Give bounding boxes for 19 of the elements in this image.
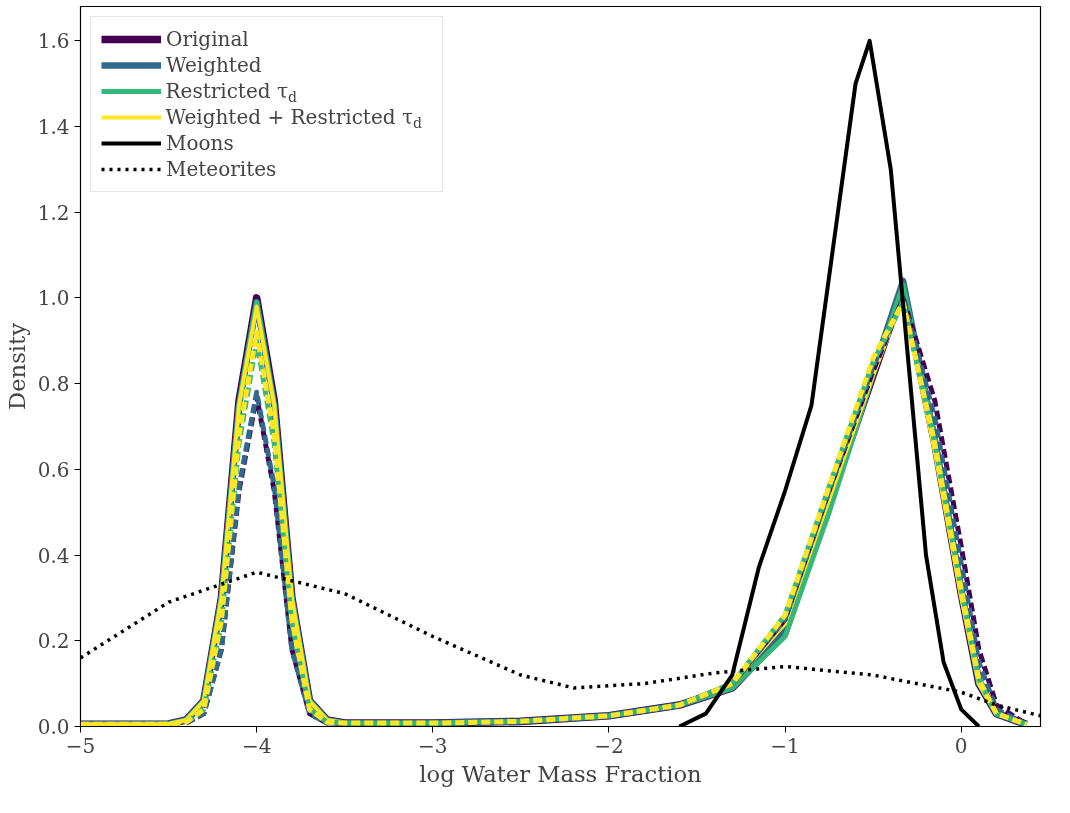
y-axis-title: Density [3, 322, 30, 410]
legend-label: Weighted [166, 53, 263, 77]
x-tick-label: 0 [954, 733, 968, 758]
x-axis-title: log Water Mass Fraction [419, 760, 702, 787]
x-tick-label: −2 [594, 733, 624, 758]
y-tick-label: 0.6 [37, 457, 70, 482]
legend-label: Moons [166, 131, 235, 155]
y-tick-label: 1.2 [37, 200, 70, 225]
y-tick-label: 0.8 [37, 372, 70, 397]
legend-label: Original [166, 27, 250, 51]
y-tick-label: 1.0 [37, 286, 70, 311]
legend-label: Meteorites [166, 157, 278, 181]
x-tick-label: −1 [770, 733, 800, 758]
y-tick-label: 0.2 [37, 629, 70, 654]
y-tick-label: 1.6 [37, 29, 70, 54]
x-tick-label: −4 [241, 733, 272, 758]
y-tick-label: 1.4 [37, 115, 70, 139]
y-tick-label: 0.4 [37, 543, 70, 568]
x-tick-label: −3 [418, 733, 448, 758]
